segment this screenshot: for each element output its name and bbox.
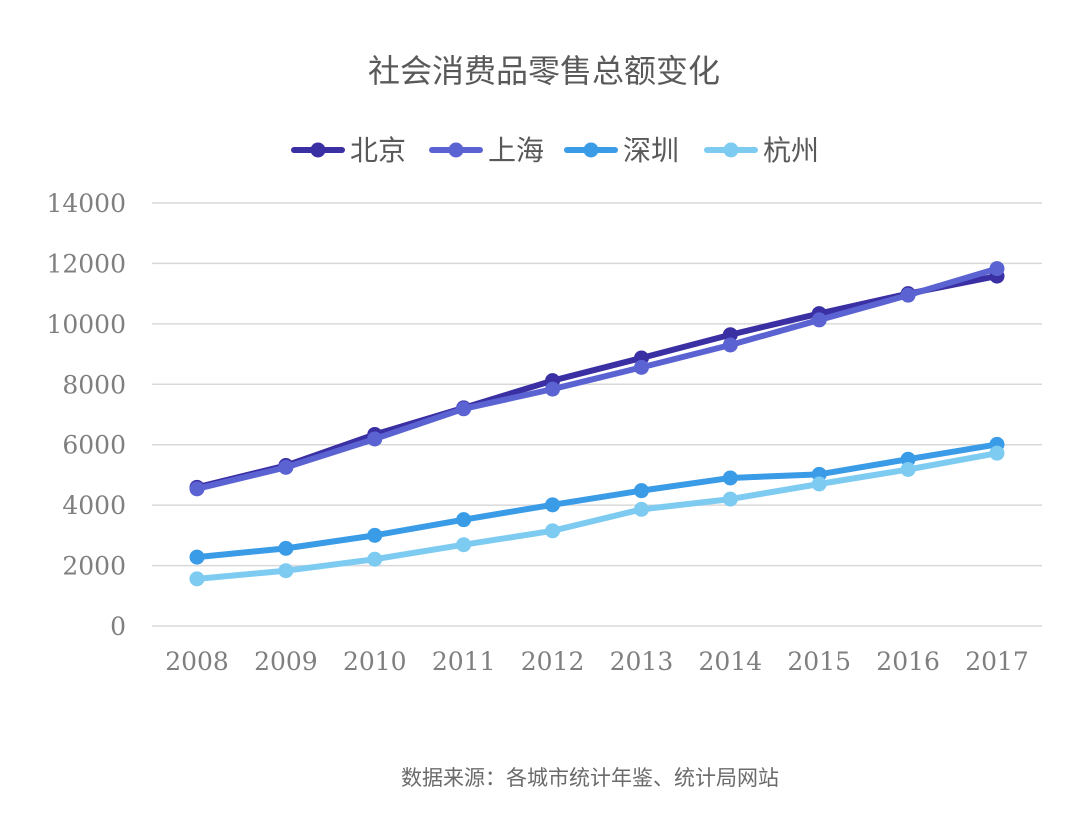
data-point: [456, 512, 472, 528]
data-point: [722, 491, 738, 507]
data-point: [722, 337, 738, 353]
x-tick-label: 2014: [699, 647, 763, 676]
legend-label: 上海: [488, 134, 544, 167]
data-point: [900, 461, 916, 477]
legend-item: 深圳: [564, 134, 679, 167]
data-point: [367, 551, 383, 567]
data-point: [278, 540, 294, 556]
y-tick-label: 4000: [62, 491, 126, 520]
y-tick-label: 6000: [62, 431, 126, 460]
x-tick-label: 2010: [343, 647, 407, 676]
chart-series: [189, 261, 1005, 587]
x-tick-label: 2015: [787, 647, 851, 676]
series-line: [194, 273, 1000, 491]
data-point: [545, 381, 561, 397]
series-line: [194, 265, 1000, 492]
data-point: [367, 527, 383, 543]
data-point: [545, 497, 561, 513]
data-point: [989, 445, 1005, 461]
x-tick-label: 2011: [432, 647, 496, 676]
data-point: [367, 431, 383, 447]
y-tick-label: 14000: [46, 189, 126, 218]
legend-item: 北京: [291, 134, 406, 167]
legend-item: 上海: [429, 134, 544, 167]
data-point: [278, 459, 294, 475]
data-point: [900, 451, 916, 467]
legend-swatch-marker: [583, 142, 599, 158]
y-axis-ticks: 0 2000 4000 6000 8000 10000 12000 14000: [46, 189, 126, 641]
series-2: [189, 261, 1005, 497]
legend-label: 北京: [350, 134, 406, 167]
data-point: [456, 537, 472, 553]
x-tick-label: 2017: [965, 647, 1029, 676]
y-tick-label: 12000: [46, 249, 126, 278]
x-tick-label: 2008: [165, 647, 229, 676]
data-point: [989, 261, 1005, 277]
chart-title: 社会消费品零售总额变化: [368, 52, 720, 90]
x-tick-label: 2009: [254, 647, 318, 676]
data-point: [633, 359, 649, 375]
x-tick-label: 2013: [610, 647, 674, 676]
data-point: [278, 563, 294, 579]
data-point: [811, 476, 827, 492]
source-note: 数据来源：各城市统计年鉴、统计局网站: [401, 766, 779, 790]
x-tick-label: 2012: [521, 647, 585, 676]
x-tick-label: 2016: [876, 647, 940, 676]
data-point: [633, 501, 649, 517]
data-point: [811, 312, 827, 328]
y-tick-label: 8000: [62, 370, 126, 399]
data-point: [633, 483, 649, 499]
legend-label: 杭州: [763, 134, 819, 167]
legend-label: 深圳: [623, 134, 679, 167]
data-point: [456, 401, 472, 417]
data-point: [189, 481, 205, 497]
data-point: [545, 523, 561, 539]
data-point: [900, 287, 916, 303]
y-tick-label: 10000: [46, 310, 126, 339]
series-4: [189, 445, 1005, 587]
chart-gridlines: [152, 202, 1042, 627]
data-point: [189, 549, 205, 565]
data-point: [722, 470, 738, 486]
legend-swatch-marker: [310, 142, 326, 158]
legend-item: 杭州: [704, 134, 819, 167]
legend-swatch-marker: [448, 142, 464, 158]
data-point: [722, 327, 738, 343]
x-axis-ticks: 2008 2009 2010 2011 2012 2013 2014 2015 2016 2017: [165, 647, 1029, 676]
series-line: [194, 441, 1000, 561]
y-tick-label: 2000: [62, 552, 126, 581]
legend-swatch-marker: [723, 142, 739, 158]
chart-legend: 北京 上海 深圳 杭州: [291, 134, 819, 167]
series-line: [194, 450, 1000, 582]
y-tick-label: 0: [110, 612, 126, 641]
data-point: [189, 571, 205, 587]
